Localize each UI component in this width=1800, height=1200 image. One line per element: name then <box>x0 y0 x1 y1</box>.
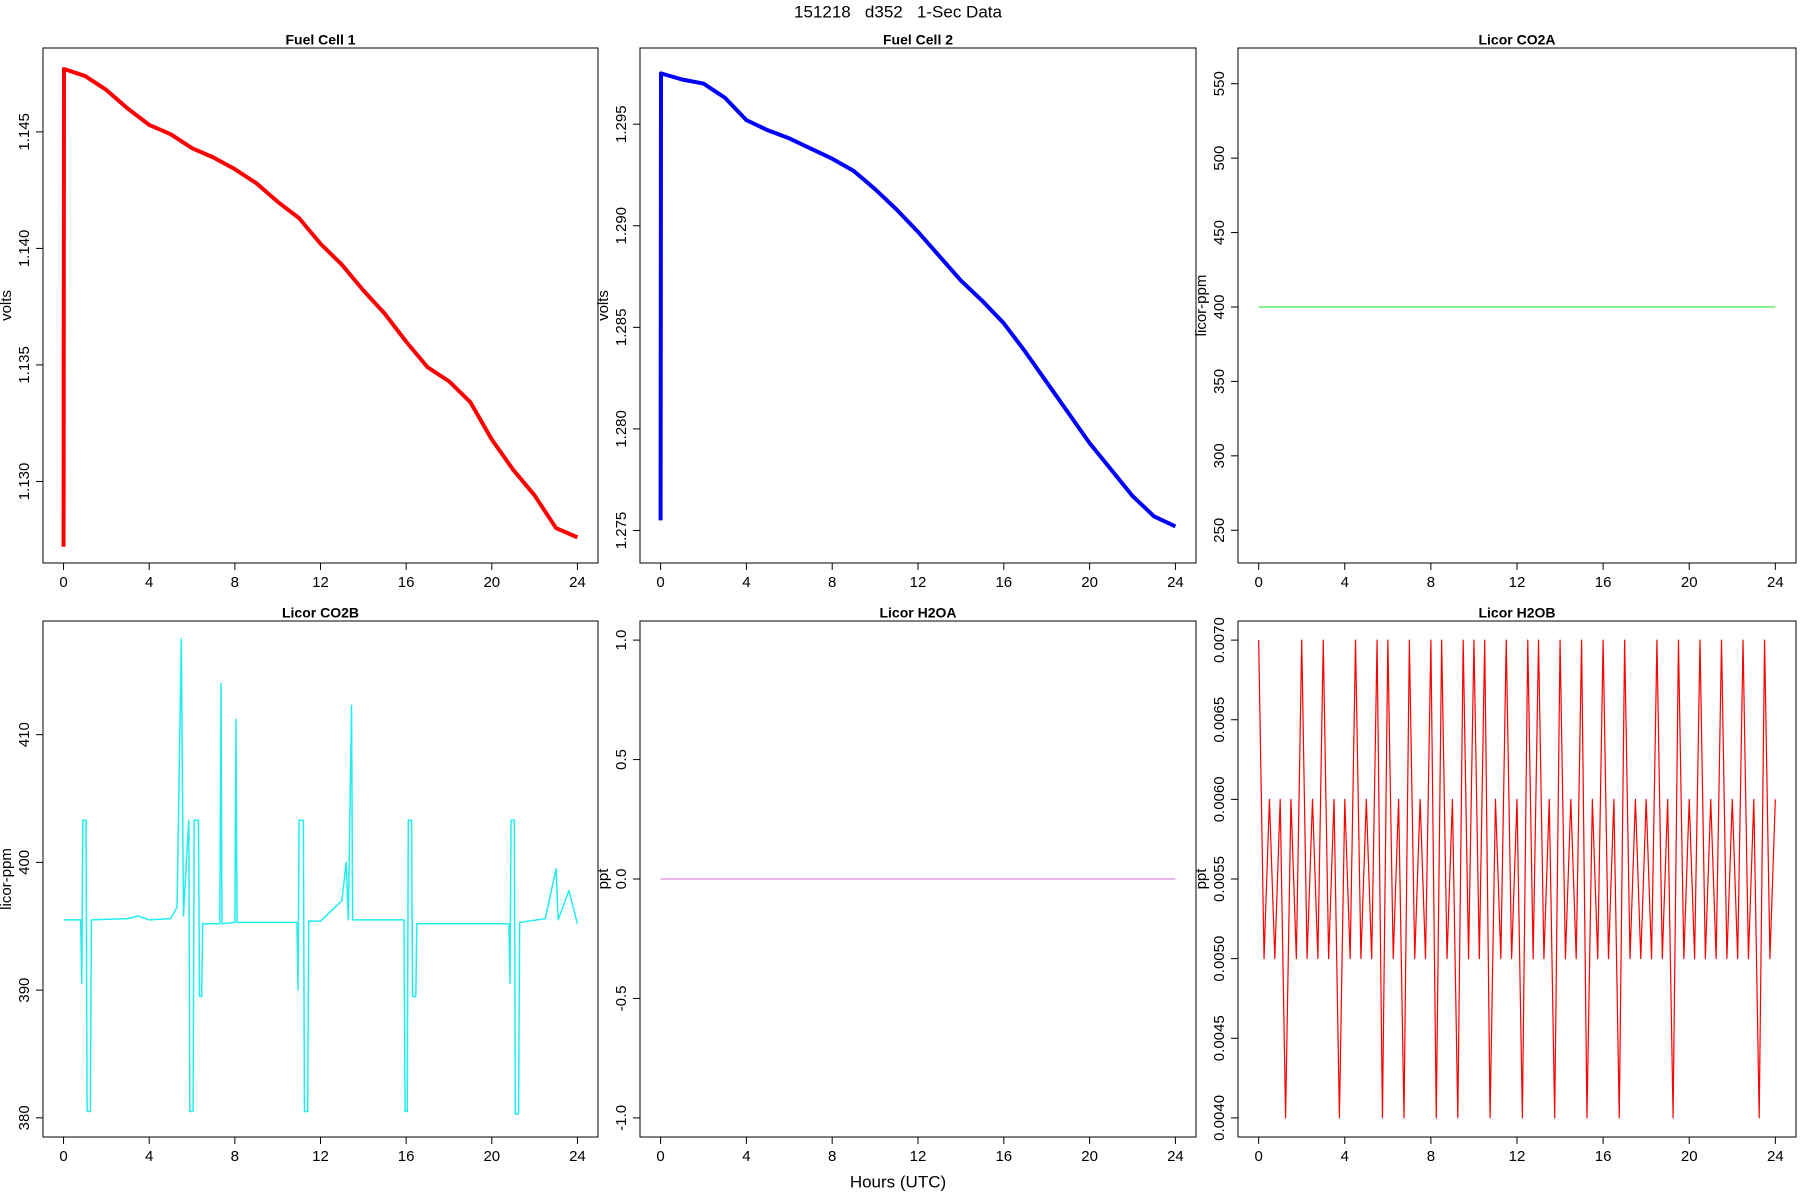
x-tick-label: 0 <box>1254 1148 1262 1165</box>
x-tick-label: 0 <box>59 574 67 591</box>
panel-title: Fuel Cell 1 <box>285 32 355 48</box>
x-tick-label: 8 <box>1427 1148 1435 1165</box>
y-tick-label: 0.0070 <box>1211 617 1228 663</box>
x-tick-label: 0 <box>1254 574 1262 591</box>
x-tick-label: 16 <box>995 574 1012 591</box>
y-tick-label: 300 <box>1211 443 1228 468</box>
y-tick-label: 350 <box>1211 369 1228 394</box>
x-tick-label: 24 <box>1767 574 1784 591</box>
y-tick-label: 500 <box>1211 146 1228 171</box>
x-tick-label: 16 <box>1595 574 1612 591</box>
y-tick-label: 400 <box>1211 294 1228 319</box>
x-tick-label: 8 <box>828 1148 836 1165</box>
y-axis-label: volts <box>595 290 612 321</box>
x-tick-label: 16 <box>995 1148 1012 1165</box>
y-axis-label: ppt <box>1193 868 1210 890</box>
y-tick-label: 1.295 <box>613 105 630 143</box>
data-line <box>1258 639 1776 1119</box>
y-tick-label: 1.130 <box>16 463 33 501</box>
y-tick-label: 0.0065 <box>1211 697 1228 743</box>
y-tick-label: 0.0050 <box>1211 936 1228 982</box>
y-tick-label: -0.5 <box>613 986 630 1012</box>
panel-title: Licor CO2A <box>1478 32 1555 48</box>
y-axis-label: licor-ppm <box>0 848 15 910</box>
x-tick-label: 16 <box>1595 1148 1612 1165</box>
y-tick-label: 400 <box>16 850 33 875</box>
x-tick-label: 12 <box>910 574 927 591</box>
x-tick-label: 24 <box>569 574 586 591</box>
x-tick-label: 12 <box>1509 574 1526 591</box>
x-tick-label: 12 <box>910 1148 927 1165</box>
y-tick-label: 1.290 <box>613 207 630 245</box>
x-tick-label: 4 <box>742 1148 750 1165</box>
x-tick-label: 24 <box>1167 1148 1184 1165</box>
y-axis-label: licor-ppm <box>1193 275 1210 337</box>
y-tick-label: 1.0 <box>613 630 630 651</box>
panel-title: Licor H2OB <box>1478 605 1555 621</box>
panel-title: Licor H2OA <box>879 605 956 621</box>
x-tick-label: 12 <box>312 1148 329 1165</box>
x-tick-label: 16 <box>398 1148 415 1165</box>
x-tick-label: 12 <box>312 574 329 591</box>
y-tick-label: 1.140 <box>16 230 33 268</box>
y-tick-label: 0.5 <box>613 749 630 770</box>
y-tick-label: 0.0060 <box>1211 776 1228 822</box>
x-tick-label: 4 <box>1341 574 1349 591</box>
x-tick-label: 20 <box>483 574 500 591</box>
y-tick-label: 0.0055 <box>1211 856 1228 902</box>
x-tick-label: 16 <box>398 574 415 591</box>
x-axis-label: Hours (UTC) <box>850 1172 946 1191</box>
x-tick-label: 24 <box>1767 1148 1784 1165</box>
x-tick-label: 12 <box>1509 1148 1526 1165</box>
y-tick-label: 1.280 <box>613 410 630 448</box>
x-tick-label: 8 <box>231 1148 239 1165</box>
x-tick-label: 8 <box>1427 574 1435 591</box>
y-tick-label: 550 <box>1211 71 1228 96</box>
y-tick-label: 0.0 <box>613 869 630 890</box>
panel-title: Licor CO2B <box>282 605 359 621</box>
y-tick-label: 380 <box>16 1105 33 1130</box>
y-tick-label: 0.0045 <box>1211 1015 1228 1061</box>
y-tick-label: 0.0040 <box>1211 1095 1228 1141</box>
x-tick-label: 4 <box>1341 1148 1349 1165</box>
x-tick-label: 20 <box>1681 574 1698 591</box>
x-tick-label: 4 <box>145 574 153 591</box>
data-line <box>61 66 579 547</box>
y-axis-label: ppt <box>595 868 612 890</box>
x-tick-label: 8 <box>828 574 836 591</box>
data-line <box>63 638 579 1115</box>
x-tick-label: 24 <box>569 1148 586 1165</box>
x-tick-label: 8 <box>231 574 239 591</box>
data-line <box>658 71 1177 529</box>
y-tick-label: 250 <box>1211 518 1228 543</box>
y-tick-label: 1.135 <box>16 346 33 384</box>
y-tick-label: 450 <box>1211 220 1228 245</box>
figure-title: 151218 d352 1-Sec Data <box>794 2 1002 21</box>
x-tick-label: 0 <box>656 1148 664 1165</box>
x-tick-label: 20 <box>1081 574 1098 591</box>
y-tick-label: 1.275 <box>613 512 630 550</box>
x-tick-label: 20 <box>483 1148 500 1165</box>
x-tick-label: 24 <box>1167 574 1184 591</box>
x-tick-label: 0 <box>59 1148 67 1165</box>
y-tick-label: 410 <box>16 722 33 747</box>
x-tick-label: 0 <box>656 574 664 591</box>
y-tick-label: -1.0 <box>613 1105 630 1131</box>
y-tick-label: 390 <box>16 978 33 1003</box>
y-tick-label: 1.285 <box>613 309 630 347</box>
x-tick-label: 4 <box>742 574 750 591</box>
x-tick-label: 20 <box>1681 1148 1698 1165</box>
y-axis-label: volts <box>0 290 15 321</box>
panel-title: Fuel Cell 2 <box>883 32 953 48</box>
x-tick-label: 20 <box>1081 1148 1098 1165</box>
x-tick-label: 4 <box>145 1148 153 1165</box>
y-tick-label: 1.145 <box>16 113 33 151</box>
